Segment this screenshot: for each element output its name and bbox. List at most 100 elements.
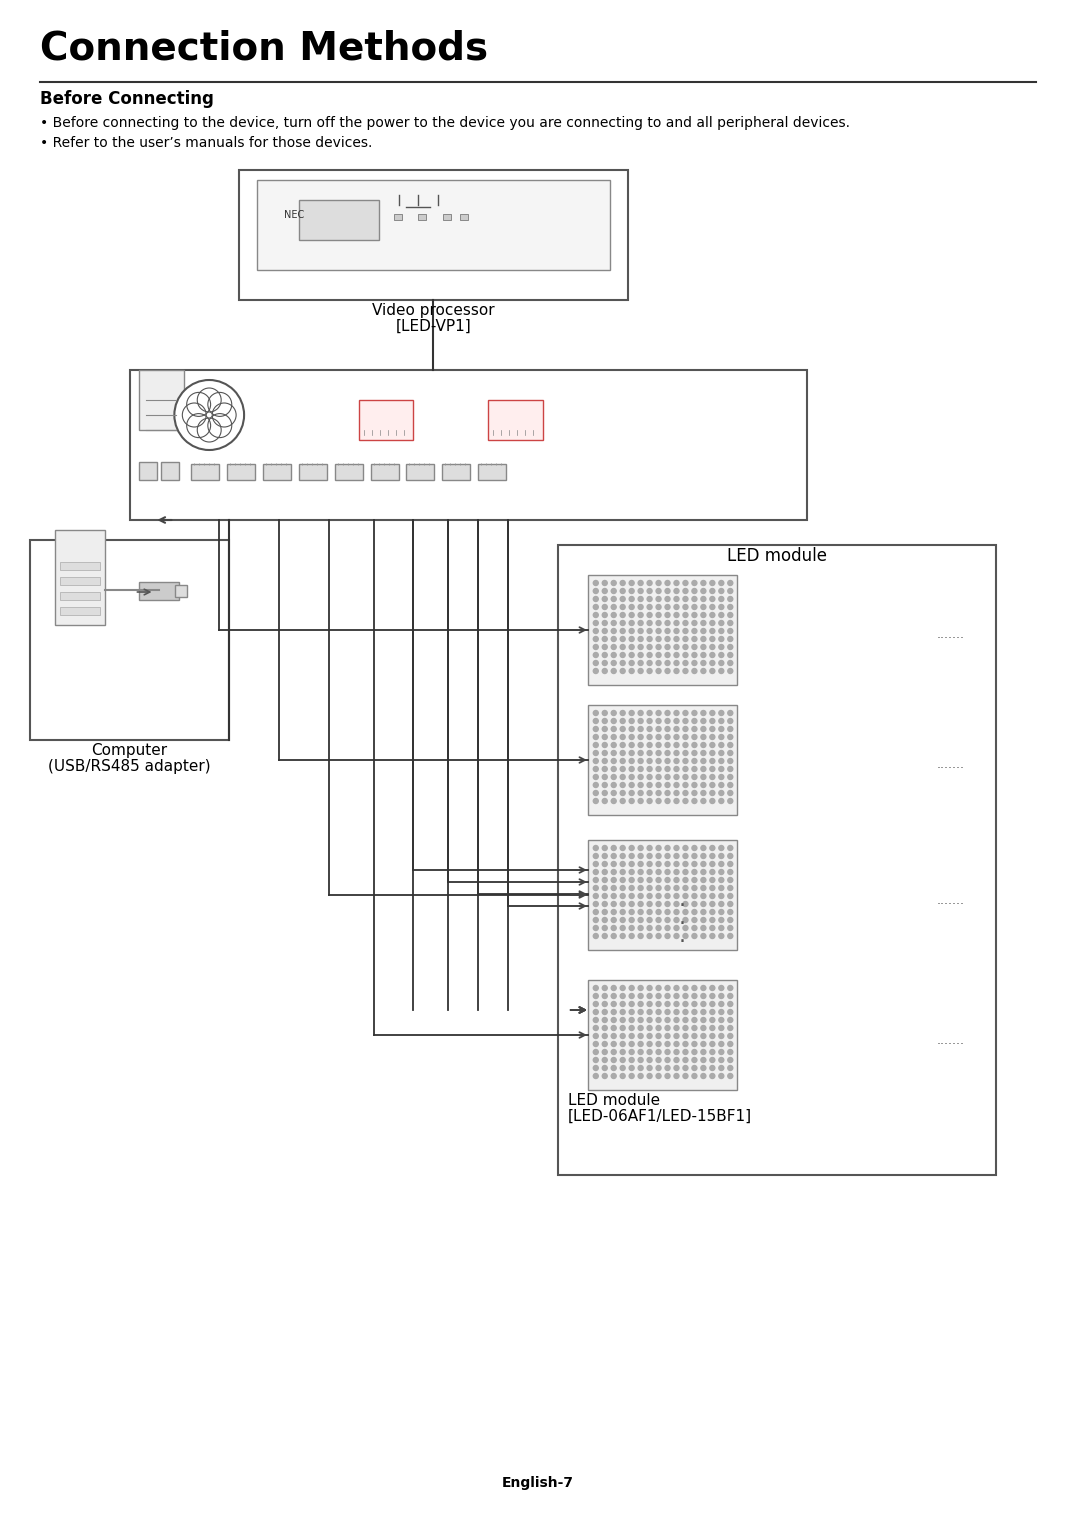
Circle shape xyxy=(656,661,661,666)
Circle shape xyxy=(665,1073,670,1078)
Circle shape xyxy=(620,1026,625,1031)
Circle shape xyxy=(710,1058,715,1063)
Circle shape xyxy=(638,1049,643,1055)
Circle shape xyxy=(638,886,643,890)
Circle shape xyxy=(683,719,688,724)
Circle shape xyxy=(656,1041,661,1046)
Circle shape xyxy=(593,767,598,771)
Circle shape xyxy=(647,985,652,991)
Circle shape xyxy=(593,1034,598,1038)
Circle shape xyxy=(728,734,732,739)
Circle shape xyxy=(656,605,661,609)
Circle shape xyxy=(620,869,625,875)
Circle shape xyxy=(656,742,661,748)
Circle shape xyxy=(656,597,661,602)
Circle shape xyxy=(692,791,697,796)
Circle shape xyxy=(692,629,697,634)
Circle shape xyxy=(692,734,697,739)
Circle shape xyxy=(674,1066,679,1070)
Circle shape xyxy=(603,782,607,788)
Circle shape xyxy=(683,910,688,915)
Circle shape xyxy=(656,918,661,922)
Circle shape xyxy=(603,893,607,898)
Circle shape xyxy=(728,661,732,666)
Circle shape xyxy=(674,985,679,991)
Circle shape xyxy=(630,629,634,634)
Circle shape xyxy=(719,637,724,641)
Circle shape xyxy=(692,1066,697,1070)
Circle shape xyxy=(710,869,715,875)
Circle shape xyxy=(638,612,643,617)
Circle shape xyxy=(665,759,670,764)
Circle shape xyxy=(665,605,670,609)
Circle shape xyxy=(710,652,715,658)
Circle shape xyxy=(647,612,652,617)
Circle shape xyxy=(638,669,643,673)
Circle shape xyxy=(701,710,706,716)
Circle shape xyxy=(611,669,617,673)
Circle shape xyxy=(630,612,634,617)
Circle shape xyxy=(593,854,598,858)
Circle shape xyxy=(656,791,661,796)
Circle shape xyxy=(593,893,598,898)
Bar xyxy=(59,562,99,570)
Circle shape xyxy=(710,644,715,649)
Circle shape xyxy=(701,1049,706,1055)
Circle shape xyxy=(647,597,652,602)
Circle shape xyxy=(710,925,715,930)
Circle shape xyxy=(719,767,724,771)
Circle shape xyxy=(719,893,724,898)
Bar xyxy=(299,200,379,240)
Circle shape xyxy=(620,925,625,930)
Circle shape xyxy=(593,791,598,796)
Circle shape xyxy=(620,750,625,756)
Circle shape xyxy=(692,661,697,666)
Circle shape xyxy=(656,910,661,915)
Circle shape xyxy=(603,878,607,883)
Circle shape xyxy=(701,1009,706,1014)
Bar xyxy=(393,214,402,220)
Circle shape xyxy=(719,1002,724,1006)
Circle shape xyxy=(630,1066,634,1070)
Circle shape xyxy=(593,901,598,907)
Circle shape xyxy=(719,620,724,626)
Circle shape xyxy=(638,1026,643,1031)
Circle shape xyxy=(656,878,661,883)
Bar xyxy=(130,370,807,521)
Circle shape xyxy=(630,1026,634,1031)
Circle shape xyxy=(728,710,732,716)
Circle shape xyxy=(638,629,643,634)
Circle shape xyxy=(620,661,625,666)
Circle shape xyxy=(728,918,732,922)
Circle shape xyxy=(683,893,688,898)
Circle shape xyxy=(710,910,715,915)
Circle shape xyxy=(692,799,697,803)
Circle shape xyxy=(593,637,598,641)
Circle shape xyxy=(710,985,715,991)
Circle shape xyxy=(701,750,706,756)
Circle shape xyxy=(647,727,652,731)
Circle shape xyxy=(611,861,617,866)
Circle shape xyxy=(665,669,670,673)
Circle shape xyxy=(638,918,643,922)
Circle shape xyxy=(656,1049,661,1055)
Circle shape xyxy=(674,612,679,617)
Circle shape xyxy=(665,719,670,724)
Circle shape xyxy=(611,1009,617,1014)
Circle shape xyxy=(647,767,652,771)
Circle shape xyxy=(593,669,598,673)
Circle shape xyxy=(710,782,715,788)
Circle shape xyxy=(674,669,679,673)
Circle shape xyxy=(603,588,607,594)
Circle shape xyxy=(603,886,607,890)
Circle shape xyxy=(719,597,724,602)
Circle shape xyxy=(728,742,732,748)
Bar xyxy=(406,464,434,479)
Circle shape xyxy=(620,933,625,939)
Circle shape xyxy=(656,612,661,617)
Circle shape xyxy=(692,910,697,915)
Circle shape xyxy=(665,580,670,585)
Circle shape xyxy=(620,767,625,771)
Circle shape xyxy=(630,854,634,858)
Circle shape xyxy=(701,1026,706,1031)
